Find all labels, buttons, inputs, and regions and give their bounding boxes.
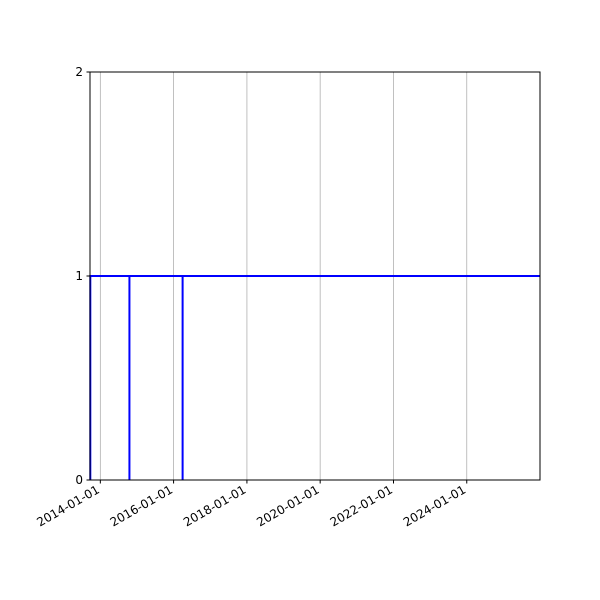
- series: [89, 275, 540, 480]
- x-axis: 2014-01-01 2016-01-01 2018-01-01 2020-01-01…: [34, 480, 468, 529]
- x-tick-label: 2014-01-01: [34, 482, 101, 529]
- y-tick-label: 2: [75, 65, 83, 79]
- x-tick-label: 2016-01-01: [108, 482, 175, 529]
- x-tick-label: 2020-01-01: [254, 482, 321, 529]
- x-tick-label: 2018-01-01: [181, 482, 248, 529]
- x-tick-label: 2022-01-01: [328, 482, 395, 529]
- y-tick-label: 1: [75, 269, 83, 283]
- x-tick-label: 2024-01-01: [401, 482, 468, 529]
- series-line: [89, 275, 540, 480]
- y-tick-label: 0: [75, 473, 83, 487]
- y-axis: 0 1 2: [75, 65, 90, 487]
